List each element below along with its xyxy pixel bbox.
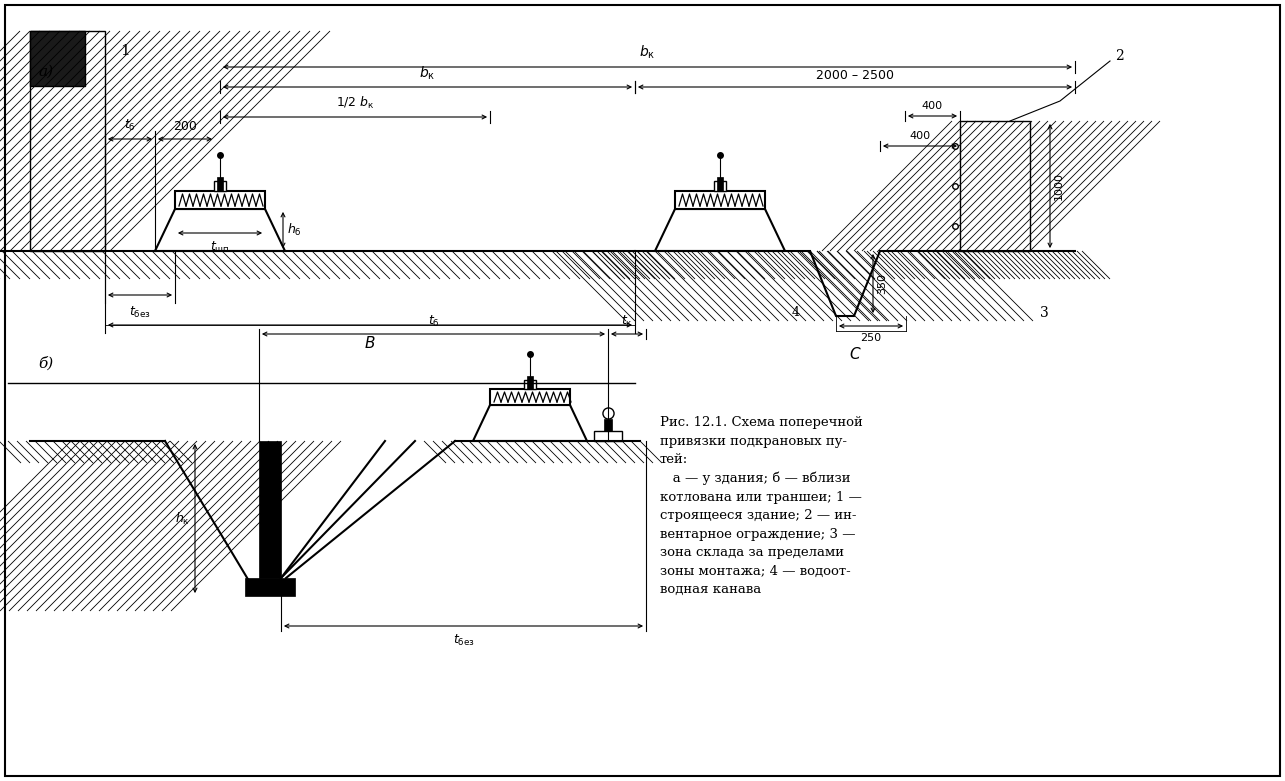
- Text: $В$: $В$: [364, 335, 375, 351]
- Bar: [880, 251, 960, 321]
- Bar: [215, 181, 226, 191]
- Text: 200: 200: [173, 120, 197, 133]
- Bar: [960, 121, 1031, 251]
- Text: $t_{\rm без}$: $t_{\rm без}$: [128, 305, 150, 320]
- Text: Рис. 12.1. Схема поперечной
привязки подкрановых пу-
тей:
   а — у здания; б — в: Рис. 12.1. Схема поперечной привязки под…: [660, 416, 862, 596]
- Bar: [30, 31, 85, 86]
- Text: 250: 250: [861, 333, 882, 343]
- Text: 3: 3: [1040, 306, 1049, 320]
- Text: 350: 350: [876, 273, 887, 294]
- Text: 2: 2: [1115, 49, 1124, 63]
- Text: $h_{\rm б}$: $h_{\rm б}$: [287, 222, 302, 238]
- Bar: [675, 191, 765, 209]
- Bar: [635, 251, 810, 321]
- Text: $t_{\rm б}$: $t_{\rm б}$: [125, 118, 136, 133]
- Bar: [635, 251, 1076, 279]
- Bar: [960, 121, 1031, 251]
- Text: $t_{\rm шп}$: $t_{\rm шп}$: [211, 240, 230, 255]
- Polygon shape: [655, 209, 785, 251]
- Text: $t_{\rm б}$: $t_{\rm б}$: [428, 314, 439, 329]
- Bar: [594, 431, 622, 441]
- Text: а): а): [39, 65, 53, 79]
- Bar: [524, 380, 536, 389]
- Bar: [527, 376, 533, 389]
- Bar: [30, 31, 105, 251]
- Bar: [245, 578, 296, 596]
- Text: 1: 1: [120, 44, 130, 58]
- Bar: [960, 251, 1076, 279]
- Polygon shape: [155, 209, 285, 251]
- Bar: [604, 419, 612, 431]
- Bar: [717, 177, 723, 191]
- Text: 400: 400: [921, 101, 943, 111]
- Text: $b_{\rm к}$: $b_{\rm к}$: [640, 44, 655, 61]
- Text: $h_{\rm к}$: $h_{\rm к}$: [175, 511, 190, 526]
- Bar: [260, 441, 281, 578]
- Bar: [30, 441, 164, 463]
- Bar: [714, 181, 726, 191]
- Text: $t_{\rm к}$: $t_{\rm к}$: [621, 314, 634, 329]
- Text: 400: 400: [910, 131, 930, 141]
- Bar: [175, 191, 265, 209]
- Bar: [30, 31, 105, 251]
- Text: $1/2\ b_{\rm к}$: $1/2\ b_{\rm к}$: [335, 95, 374, 111]
- Bar: [0, 251, 635, 279]
- Polygon shape: [473, 405, 587, 441]
- Bar: [80, 441, 164, 611]
- Bar: [455, 441, 640, 463]
- Text: 2000 – 2500: 2000 – 2500: [816, 69, 894, 82]
- Text: 1000: 1000: [1054, 172, 1064, 200]
- Text: 4: 4: [792, 306, 801, 319]
- Text: $t_{\rm без}$: $t_{\rm без}$: [452, 633, 474, 648]
- Text: $С$: $С$: [848, 346, 861, 362]
- Text: $b_{\rm к}$: $b_{\rm к}$: [419, 65, 436, 82]
- Bar: [217, 177, 224, 191]
- Bar: [490, 389, 571, 405]
- Text: б): б): [39, 357, 53, 371]
